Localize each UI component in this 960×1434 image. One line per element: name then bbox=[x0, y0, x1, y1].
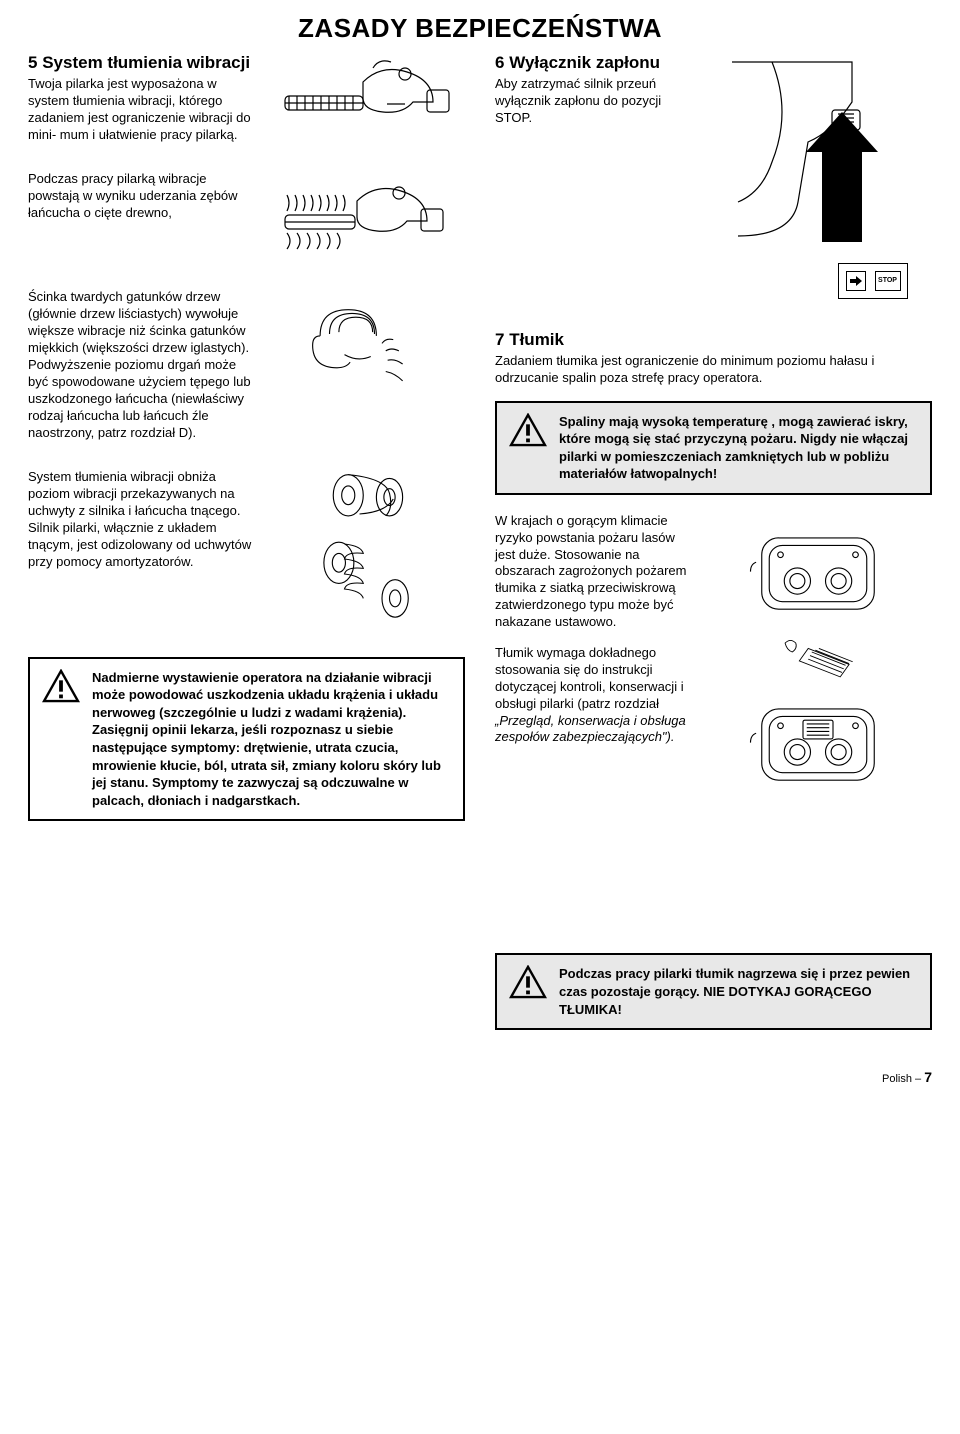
section-7-block-2: W krajach o gorącym klimacie ryzyko pows… bbox=[495, 513, 932, 814]
two-column-layout: 5 System tłumienia wibracji Twoja pilark… bbox=[28, 52, 932, 1048]
section-5-para-1: Twoja pilarka jest wyposażona w system t… bbox=[28, 76, 258, 144]
warning-triangle-icon bbox=[509, 965, 547, 1004]
damper-springs-figure bbox=[268, 469, 465, 628]
spark-screen-icon bbox=[778, 636, 858, 680]
chainsaw-figure-2 bbox=[268, 171, 465, 261]
muffler-figures bbox=[705, 513, 932, 814]
section-7-para-3: Tłumik wymaga dokładnego stosowania się … bbox=[495, 645, 693, 746]
footer-page-number: 7 bbox=[924, 1069, 932, 1085]
section-6-para-1: Aby zatrzymać silnik przeuń wyłącznik za… bbox=[495, 76, 682, 127]
right-column: 6 Wyłącznik zapłonu Aby zatrzymać silnik… bbox=[495, 52, 932, 1048]
left-column: 5 System tłumienia wibracji Twoja pilark… bbox=[28, 52, 465, 1048]
page-title: ZASADY BEZPIECZEŃSTWA bbox=[28, 12, 932, 46]
section-7-para-2: W krajach o gorącym klimacie ryzyko pows… bbox=[495, 513, 693, 631]
warning-triangle-icon bbox=[509, 413, 547, 452]
vibration-warning-box: Nadmierne wystawienie operatora na dział… bbox=[28, 657, 465, 821]
warning-triangle-icon bbox=[42, 669, 80, 708]
stop-panel: STOP bbox=[838, 263, 908, 299]
muffler-bottom-icon bbox=[743, 692, 893, 795]
section-6-heading: 6 Wyłącznik zapłonu bbox=[495, 52, 682, 74]
section-7-para-1: Zadaniem tłumika jest ograniczenie do mi… bbox=[495, 353, 932, 387]
section-5-para-2: Podczas pracy pilarką wibracje powstają … bbox=[28, 171, 258, 222]
section-7-para-3a: Tłumik wymaga dokładnego stosowania się … bbox=[495, 645, 684, 711]
section-5-para-4: System tłumienia wibracji obniża poziom … bbox=[28, 469, 258, 570]
exhaust-warning-box: Spaliny mają wysoką temperaturę , mogą z… bbox=[495, 401, 932, 495]
section-5-heading: 5 System tłumienia wibracji bbox=[28, 52, 258, 74]
stop-button-label: STOP bbox=[875, 271, 901, 291]
footer-language: Polish – bbox=[882, 1073, 921, 1085]
exhaust-warning-text: Spaliny mają wysoką temperaturę , mogą z… bbox=[559, 413, 918, 483]
section-5-title: System tłumienia wibracji bbox=[42, 53, 250, 72]
stop-switch-figure bbox=[692, 52, 932, 257]
section-5-block-4: System tłumienia wibracji obniża poziom … bbox=[28, 469, 465, 628]
section-7-heading: 7 Tłumik bbox=[495, 329, 932, 351]
section-5-block-3: Ścinka twardych gatunków drzew (głównie … bbox=[28, 289, 465, 441]
hot-muffler-warning-text: Podczas pracy pilarki tłumik nagrzewa si… bbox=[559, 965, 918, 1018]
section-7-para-3b: „Przegląd, konserwacja i obsługa zespołó… bbox=[495, 713, 686, 745]
chain-link-figure bbox=[268, 289, 465, 441]
section-7-number: 7 bbox=[495, 330, 504, 349]
arrow-right-icon bbox=[846, 271, 866, 291]
page-footer: Polish – 7 bbox=[28, 1068, 932, 1086]
chainsaw-figure-1 bbox=[268, 52, 465, 144]
section-6-block: 6 Wyłącznik zapłonu Aby zatrzymać silnik… bbox=[495, 52, 932, 257]
section-5-block-2: Podczas pracy pilarką wibracje powstają … bbox=[28, 171, 465, 261]
section-5-block-1: 5 System tłumienia wibracji Twoja pilark… bbox=[28, 52, 465, 144]
section-6-title: Wyłącznik zapłonu bbox=[509, 53, 660, 72]
hot-muffler-warning-box: Podczas pracy pilarki tłumik nagrzewa si… bbox=[495, 953, 932, 1030]
section-5-para-3: Ścinka twardych gatunków drzew (głównie … bbox=[28, 289, 258, 441]
muffler-top-icon bbox=[743, 521, 893, 624]
stop-panel-figure: STOP bbox=[495, 263, 908, 299]
section-5-number: 5 bbox=[28, 53, 37, 72]
section-6-number: 6 bbox=[495, 53, 504, 72]
section-7-title: Tłumik bbox=[509, 330, 564, 349]
vibration-warning-text: Nadmierne wystawienie operatora na dział… bbox=[92, 669, 451, 809]
